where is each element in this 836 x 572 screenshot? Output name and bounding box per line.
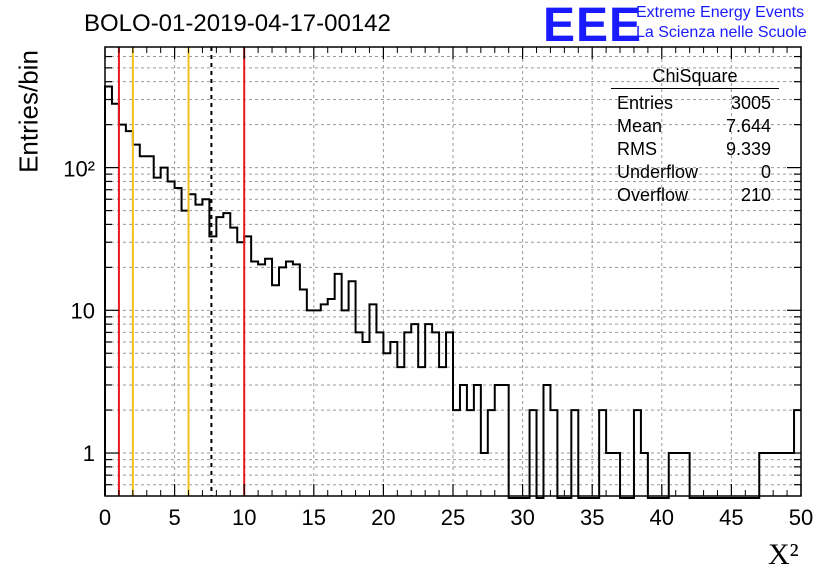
- stats-row: RMS 9.339: [611, 138, 779, 161]
- chart-title: BOLO-01-2019-04-17-00142: [84, 10, 391, 37]
- x-axis-label: X²: [768, 538, 799, 571]
- stats-label: Mean: [617, 116, 663, 136]
- x-tick-label: 35: [580, 505, 604, 530]
- x-tick-label: 30: [510, 505, 534, 530]
- x-tick-label: 15: [302, 505, 326, 530]
- x-tick-label: 0: [99, 505, 111, 530]
- stats-row: Underflow 0: [611, 161, 779, 184]
- y-axis-label: Entries/bin: [13, 50, 44, 173]
- stats-value: 9.339: [725, 139, 771, 159]
- x-tick-label: 25: [441, 505, 465, 530]
- stats-value: 7.644: [725, 116, 771, 136]
- stats-value: 3005: [730, 93, 771, 113]
- stats-label: Underflow: [617, 162, 699, 182]
- histogram-outline: [104, 85, 801, 499]
- stats-box: ChiSquare Entries 3005 Mean 7.644 RMS 9.339…: [611, 66, 779, 207]
- x-axis-ticks: 0 5 10 15 20 25 30 35 40 45 50: [99, 47, 813, 530]
- stats-row: Entries 3005: [611, 92, 779, 115]
- y-tick-label: 10²: [63, 157, 95, 182]
- stats-label: RMS: [617, 139, 657, 159]
- histogram-bars: [104, 85, 801, 499]
- stats-label: Overflow: [617, 185, 689, 205]
- y-tick-label: 10: [71, 298, 95, 323]
- stats-row: Mean 7.644: [611, 115, 779, 138]
- x-tick-label: 50: [789, 505, 813, 530]
- logo-subtitle-1: Extreme Energy Events: [636, 4, 805, 21]
- y-tick-label: 1: [83, 441, 95, 466]
- stats-row: Overflow 210: [611, 184, 779, 207]
- stats-title: ChiSquare: [611, 66, 779, 89]
- x-tick-label: 45: [719, 505, 743, 530]
- x-tick-label: 40: [650, 505, 674, 530]
- x-tick-label: 10: [232, 505, 256, 530]
- stats-value: 210: [740, 185, 771, 205]
- x-tick-label: 20: [371, 505, 395, 530]
- eee-logo: EEE: [543, 0, 643, 52]
- stats-label: Entries: [617, 93, 674, 113]
- logo-subtitle-2: La Scienza nelle Scuole: [636, 24, 807, 41]
- stats-value: 0: [760, 162, 771, 182]
- y-axis-ticks: 1 10 10²: [63, 55, 801, 486]
- reference-lines: [117, 47, 246, 496]
- x-tick-label: 5: [168, 505, 180, 530]
